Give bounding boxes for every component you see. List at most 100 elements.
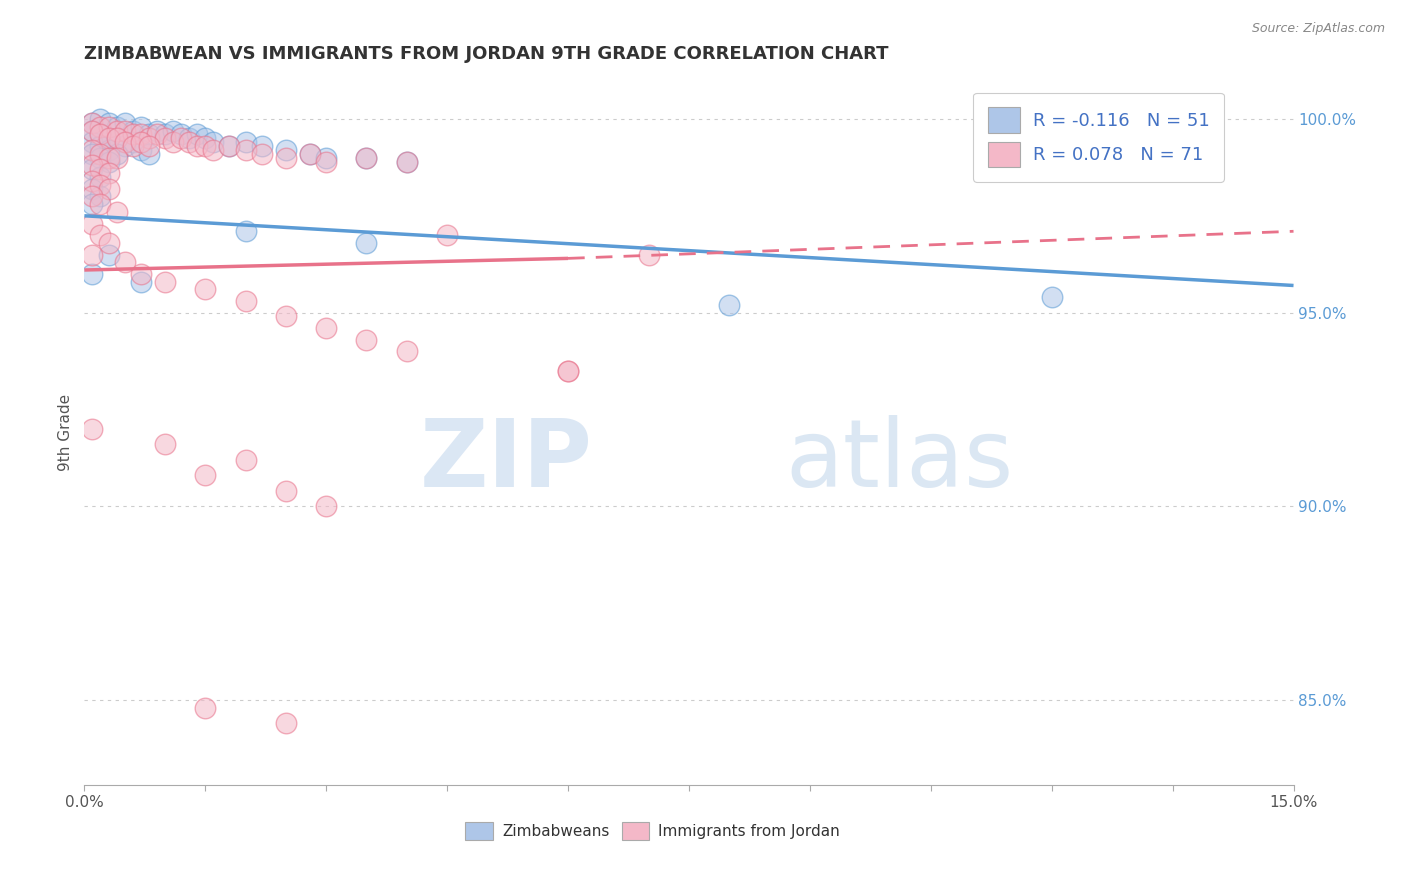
Point	[557, 364, 579, 378]
Point	[89, 151, 111, 165]
Point	[194, 468, 217, 483]
Point	[97, 235, 120, 250]
Point	[89, 146, 111, 161]
Point	[97, 154, 120, 169]
Point	[82, 197, 104, 211]
Point	[121, 128, 143, 142]
Point	[129, 275, 152, 289]
Point	[637, 247, 659, 261]
Point	[89, 112, 111, 126]
Point	[356, 151, 378, 165]
Point	[235, 143, 257, 157]
Point	[97, 166, 120, 180]
Point	[436, 228, 458, 243]
Point	[82, 247, 104, 261]
Point	[235, 293, 257, 308]
Point	[89, 162, 111, 177]
Point	[89, 139, 111, 153]
Point	[89, 189, 111, 203]
Point	[218, 139, 240, 153]
Point	[170, 131, 193, 145]
Point	[129, 267, 152, 281]
Point	[194, 700, 217, 714]
Point	[82, 123, 104, 137]
Point	[129, 120, 152, 134]
Point	[82, 143, 104, 157]
Point	[89, 197, 111, 211]
Point	[274, 716, 297, 731]
Point	[395, 154, 418, 169]
Point	[97, 116, 120, 130]
Point	[146, 123, 169, 137]
Point	[82, 189, 104, 203]
Point	[202, 135, 225, 149]
Point	[356, 333, 378, 347]
Point	[97, 151, 120, 165]
Point	[89, 128, 111, 142]
Point	[299, 146, 322, 161]
Point	[395, 154, 418, 169]
Point	[105, 131, 128, 145]
Point	[114, 255, 136, 269]
Point	[146, 128, 169, 142]
Point	[202, 143, 225, 157]
Point	[105, 151, 128, 165]
Y-axis label: 9th Grade: 9th Grade	[58, 394, 73, 471]
Point	[82, 135, 104, 149]
Point	[105, 146, 128, 161]
Text: Source: ZipAtlas.com: Source: ZipAtlas.com	[1251, 22, 1385, 36]
Point	[153, 437, 176, 451]
Point	[153, 128, 176, 142]
Point	[235, 452, 257, 467]
Point	[129, 128, 152, 142]
Point	[114, 139, 136, 153]
Point	[356, 235, 378, 250]
Point	[274, 143, 297, 157]
Point	[105, 205, 128, 219]
Point	[315, 321, 337, 335]
Point	[89, 128, 111, 142]
Point	[162, 123, 184, 137]
Point	[97, 143, 120, 157]
Point	[121, 139, 143, 153]
Point	[250, 146, 273, 161]
Point	[89, 120, 111, 134]
Point	[179, 135, 201, 149]
Point	[153, 275, 176, 289]
Point	[235, 135, 257, 149]
Point	[179, 131, 201, 145]
Point	[315, 499, 337, 513]
Legend: Zimbabweans, Immigrants from Jordan: Zimbabweans, Immigrants from Jordan	[458, 814, 848, 847]
Point	[82, 182, 104, 196]
Point	[82, 146, 104, 161]
Point	[121, 135, 143, 149]
Point	[299, 146, 322, 161]
Point	[138, 146, 160, 161]
Point	[138, 131, 160, 145]
Point	[82, 123, 104, 137]
Point	[82, 174, 104, 188]
Point	[82, 162, 104, 177]
Point	[114, 123, 136, 137]
Point	[105, 123, 128, 137]
Point	[97, 182, 120, 196]
Point	[170, 128, 193, 142]
Point	[114, 116, 136, 130]
Text: ZIP: ZIP	[419, 415, 592, 507]
Point	[356, 151, 378, 165]
Point	[274, 151, 297, 165]
Point	[218, 139, 240, 153]
Point	[395, 344, 418, 359]
Point	[129, 143, 152, 157]
Point	[97, 131, 120, 145]
Point	[194, 131, 217, 145]
Point	[186, 139, 208, 153]
Point	[97, 120, 120, 134]
Point	[315, 151, 337, 165]
Point	[82, 422, 104, 436]
Point	[89, 228, 111, 243]
Point	[82, 267, 104, 281]
Point	[97, 247, 120, 261]
Text: atlas: atlas	[786, 415, 1014, 507]
Point	[82, 217, 104, 231]
